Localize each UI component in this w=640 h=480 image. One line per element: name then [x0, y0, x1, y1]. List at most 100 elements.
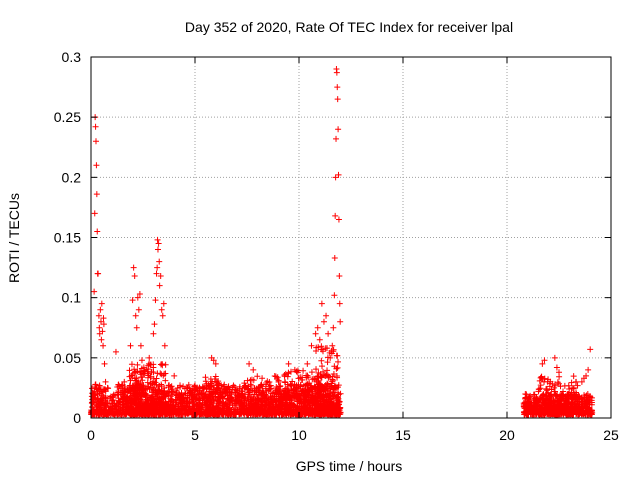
data-point — [110, 397, 117, 404]
data-point — [206, 384, 213, 391]
data-point — [334, 393, 341, 400]
data-point — [134, 361, 141, 368]
data-point — [318, 343, 325, 350]
data-point — [287, 407, 294, 414]
data-point — [254, 373, 261, 380]
data-point — [230, 411, 237, 418]
data-point — [126, 387, 133, 394]
data-point — [152, 297, 159, 304]
data-point — [313, 348, 320, 355]
data-point — [254, 395, 261, 402]
data-point — [150, 330, 157, 337]
data-point — [241, 380, 248, 387]
data-point — [288, 387, 295, 394]
data-point — [588, 399, 595, 406]
data-point — [139, 394, 146, 401]
data-point — [142, 393, 149, 400]
data-point — [245, 383, 252, 390]
data-point — [521, 409, 528, 416]
data-point — [150, 378, 157, 385]
data-point — [152, 387, 159, 394]
data-point — [313, 402, 320, 409]
data-point — [188, 391, 195, 398]
data-point — [137, 342, 144, 349]
data-point — [328, 383, 335, 390]
grid — [91, 57, 611, 418]
data-point — [172, 403, 179, 410]
data-point — [141, 411, 148, 418]
data-point — [157, 370, 164, 377]
data-point — [554, 406, 561, 413]
data-point — [162, 361, 169, 368]
data-point — [324, 381, 331, 388]
data-point — [228, 406, 235, 413]
data-point — [314, 403, 321, 410]
data-point — [329, 399, 336, 406]
y-tick-label: 0.3 — [62, 49, 82, 65]
data-point — [553, 364, 560, 371]
data-point — [148, 406, 155, 413]
data-point — [312, 410, 319, 417]
data-point — [133, 378, 140, 385]
data-point — [143, 402, 150, 409]
x-tick-label: 0 — [87, 427, 95, 443]
data-point — [245, 389, 252, 396]
data-point — [565, 404, 572, 411]
data-point — [273, 411, 280, 418]
data-point — [306, 392, 313, 399]
data-point — [94, 395, 101, 402]
data-point — [309, 396, 316, 403]
data-point — [96, 401, 103, 408]
data-point — [154, 236, 161, 243]
axis-ticks: 0 5 10 15 20 25 0 0.05 0.1 0.15 0.2 0.25 0.3 — [54, 49, 619, 443]
data-point — [97, 396, 104, 403]
data-point — [98, 388, 105, 395]
data-point — [207, 408, 214, 415]
data-point — [331, 292, 338, 299]
data-point — [171, 372, 178, 379]
data-point — [310, 375, 317, 382]
data-point — [115, 389, 122, 396]
data-point — [117, 385, 124, 392]
data-point — [546, 383, 553, 390]
data-points — [88, 66, 596, 418]
data-point — [315, 374, 322, 381]
data-point — [275, 378, 282, 385]
data-point — [96, 382, 103, 389]
data-point — [128, 410, 135, 417]
data-point — [131, 388, 138, 395]
data-point — [281, 371, 288, 378]
data-point — [169, 386, 176, 393]
data-point — [255, 384, 262, 391]
data-point — [112, 348, 119, 355]
data-point — [551, 384, 558, 391]
data-point — [314, 385, 321, 392]
data-point — [166, 405, 173, 412]
data-point — [333, 365, 340, 372]
data-point — [272, 387, 279, 394]
data-point — [99, 408, 106, 415]
data-point — [325, 330, 332, 337]
data-point — [567, 391, 574, 398]
data-point — [281, 378, 288, 385]
data-point — [127, 390, 134, 397]
data-point — [109, 394, 116, 401]
data-point — [210, 357, 217, 364]
data-point — [200, 394, 207, 401]
y-tick-label: 0.25 — [54, 109, 81, 125]
data-point — [304, 360, 311, 367]
data-point — [203, 408, 210, 415]
data-point — [587, 346, 594, 353]
data-point — [334, 96, 341, 103]
data-point — [322, 399, 329, 406]
data-point — [317, 406, 324, 413]
data-point — [333, 403, 340, 410]
data-point — [186, 408, 193, 415]
data-point — [105, 385, 112, 392]
data-point — [136, 389, 143, 396]
data-point — [161, 384, 168, 391]
data-point — [569, 395, 576, 402]
data-point — [97, 306, 104, 313]
data-point — [204, 392, 211, 399]
data-point — [302, 391, 309, 398]
